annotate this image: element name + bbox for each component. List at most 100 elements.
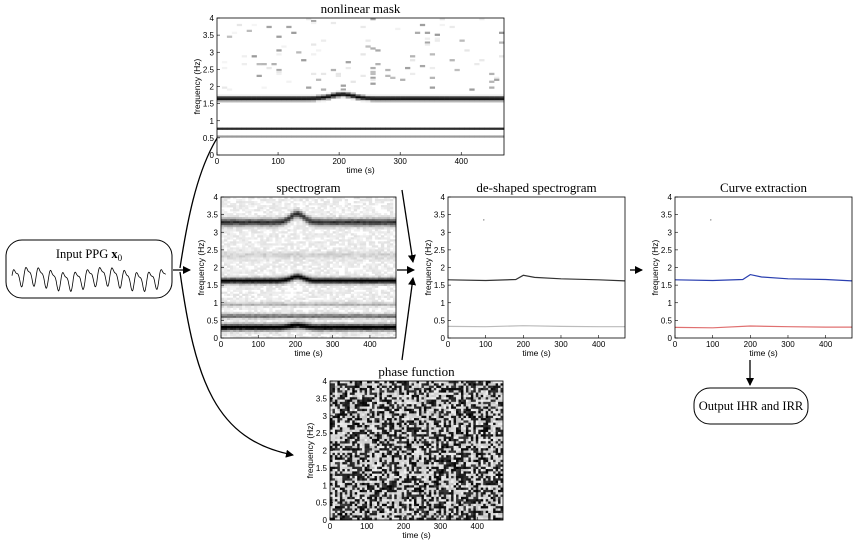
heatmap-cell [224,229,228,232]
heatmap-cell [239,229,243,232]
heatmap-cell [338,277,342,280]
heatmap-cell [248,329,252,333]
heatmap-cell [248,331,252,335]
heatmap-cell [263,281,267,284]
heatmap-cell [374,291,379,294]
heatmap-cell [308,231,312,234]
heatmap-cell [392,283,397,286]
heatmap-cell [344,457,348,461]
heatmap-cell [454,98,460,101]
heatmap-cell [302,215,306,218]
heatmap-cell [369,434,373,437]
heatmap-cell [330,404,333,407]
heatmap-cell [323,313,327,317]
heatmap-cell [245,299,249,303]
heatmap-cell [305,297,309,301]
heatmap-cell [266,205,270,208]
heatmap-cell [332,381,336,384]
heatmap-cell [359,285,364,288]
heatmap-cell [221,285,225,288]
heatmap-cell [344,406,348,410]
heatmap-cell [260,323,264,327]
heatmap-cell [344,209,349,212]
heatmap-cell [367,466,370,470]
heatmap-cell [359,275,364,278]
heatmap-cell [314,261,318,264]
heatmap-cell [296,277,300,280]
y-tick-label: 2.5 [207,246,219,255]
heatmap-cell [329,303,333,307]
heatmap-cell [272,217,276,220]
heatmap-cell [233,307,237,311]
heatmap-cell [337,385,341,389]
heatmap-cell [338,259,342,262]
heatmap-cell [341,239,346,242]
heatmap-cell [260,261,264,264]
heatmap-cell [299,325,303,329]
heatmap-cell [305,227,309,230]
heatmap-cell [242,253,246,256]
heatmap-cell [332,263,336,266]
heatmap-cell [254,215,258,218]
heatmap-cell [364,455,368,458]
heatmap-cell [317,327,321,331]
heatmap-cell [367,394,370,398]
heatmap-cell [329,333,333,337]
heatmap-cell [372,450,375,454]
heatmap-cell [349,394,353,398]
heatmap-cell [323,263,327,266]
heatmap-cell [374,319,379,323]
heatmap-cell [305,281,309,284]
heatmap-cell [326,299,330,303]
heatmap-cell [254,267,258,270]
heatmap-cell [239,333,243,337]
heatmap-cell [325,94,332,97]
heatmap-cell [354,387,358,391]
heatmap-cell [349,457,353,461]
heatmap-cell [329,279,333,282]
heatmap-cell [224,311,228,315]
heatmap-cell [368,285,373,288]
heatmap-cell [227,253,231,256]
heatmap-cell [347,482,351,486]
heatmap-cell [224,283,228,286]
heatmap-cell [281,321,285,325]
heatmap-cell [359,390,363,393]
heatmap-cell [352,510,356,514]
heatmap-cell [344,271,349,274]
heatmap-cell [409,55,416,58]
heatmap-cell [334,492,338,495]
heatmap-cell [374,510,378,514]
heatmap-cell [459,39,465,42]
heatmap-cell [347,249,352,252]
heatmap-cell [362,309,367,313]
heatmap-cell [332,265,336,268]
heatmap-cell [242,317,246,321]
heatmap-cell [278,331,282,335]
heatmap-cell [236,279,240,282]
heatmap-cell [365,303,370,307]
heatmap-cell [392,241,397,244]
heatmap-cell [284,223,288,226]
heatmap-cell [374,501,378,505]
heatmap-cell [362,201,367,204]
heatmap-cell [357,473,360,477]
heatmap-cell [362,503,365,507]
heatmap-cell [349,489,353,493]
heatmap-cell [269,255,273,258]
heatmap-cell [260,283,264,286]
heatmap-cell [339,436,343,440]
heatmap-cell [299,333,303,337]
heatmap-cell [308,219,312,222]
heatmap-cell [374,263,379,266]
heatmap-cell [251,225,255,228]
heatmap-cell [362,397,365,400]
heatmap-cell [263,279,267,282]
heatmap-cell [281,247,285,250]
heatmap-cell [383,215,388,218]
heatmap-cell [414,96,421,99]
heatmap-cell [389,221,394,224]
heatmap-cell [347,209,352,212]
heatmap-cell [272,311,276,315]
heatmap-cell [299,331,303,335]
